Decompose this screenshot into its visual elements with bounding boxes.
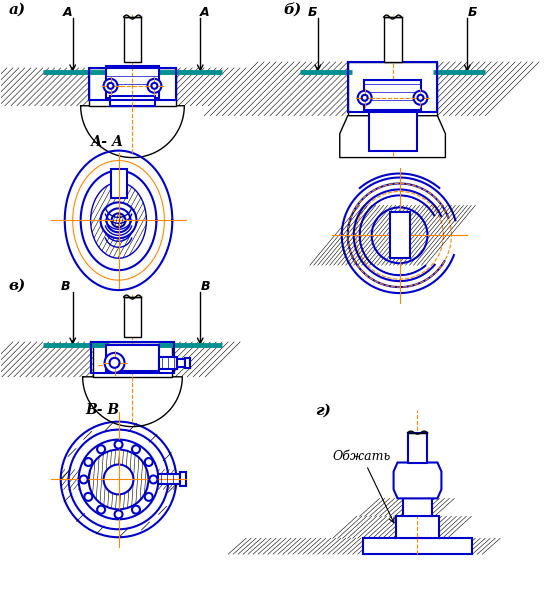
Bar xyxy=(110,96,155,106)
Text: Б- Б: Б- Б xyxy=(355,144,389,158)
Bar xyxy=(348,62,438,116)
Bar xyxy=(124,17,142,62)
Bar xyxy=(396,516,439,538)
Bar xyxy=(362,538,473,554)
Circle shape xyxy=(60,421,177,537)
Polygon shape xyxy=(83,377,183,427)
Circle shape xyxy=(149,476,158,484)
Circle shape xyxy=(132,445,140,453)
Text: в): в) xyxy=(9,279,26,293)
Bar xyxy=(368,111,416,150)
Bar xyxy=(89,68,177,106)
Circle shape xyxy=(101,202,136,238)
Bar xyxy=(90,342,174,373)
Circle shape xyxy=(107,83,113,89)
Circle shape xyxy=(114,510,123,518)
Bar xyxy=(396,516,439,538)
Circle shape xyxy=(358,91,372,105)
Bar xyxy=(364,80,421,110)
Text: Б: Б xyxy=(467,6,477,19)
Circle shape xyxy=(362,95,368,100)
Bar xyxy=(89,68,177,100)
Bar xyxy=(390,213,409,258)
Polygon shape xyxy=(362,197,438,273)
Text: Обжать: Обжать xyxy=(333,449,394,523)
Circle shape xyxy=(114,440,123,449)
Circle shape xyxy=(362,197,438,273)
Circle shape xyxy=(414,91,427,105)
Circle shape xyxy=(107,208,130,232)
Polygon shape xyxy=(340,116,445,158)
Polygon shape xyxy=(65,150,172,290)
Circle shape xyxy=(112,213,125,227)
Bar xyxy=(124,297,142,337)
Circle shape xyxy=(84,458,92,466)
Bar xyxy=(180,473,186,487)
Text: г): г) xyxy=(315,404,331,418)
Text: А: А xyxy=(63,6,72,19)
Bar xyxy=(93,342,172,377)
Text: В- В: В- В xyxy=(86,403,120,417)
Circle shape xyxy=(104,79,118,93)
Text: а): а) xyxy=(9,3,26,17)
Circle shape xyxy=(104,465,134,495)
Text: Б: Б xyxy=(308,6,317,19)
Circle shape xyxy=(132,505,140,513)
Text: А- А: А- А xyxy=(90,135,124,149)
Bar xyxy=(93,342,172,377)
Bar xyxy=(348,62,438,116)
Bar xyxy=(348,62,438,111)
Polygon shape xyxy=(393,462,441,498)
Circle shape xyxy=(97,505,105,513)
Bar xyxy=(159,474,180,484)
Bar xyxy=(403,498,432,516)
Bar xyxy=(111,169,126,199)
Circle shape xyxy=(145,493,153,501)
Text: б): б) xyxy=(283,2,301,17)
Bar xyxy=(362,538,473,554)
Bar xyxy=(89,68,177,106)
Circle shape xyxy=(110,358,119,368)
Bar xyxy=(403,498,432,516)
Text: В: В xyxy=(200,280,210,293)
Circle shape xyxy=(84,493,92,501)
Bar xyxy=(177,359,185,367)
Bar xyxy=(408,432,427,462)
Circle shape xyxy=(97,445,105,453)
Circle shape xyxy=(145,458,153,466)
Bar xyxy=(106,345,159,371)
Bar xyxy=(384,17,402,62)
Text: А: А xyxy=(200,6,210,19)
Polygon shape xyxy=(81,106,184,158)
Circle shape xyxy=(152,83,158,89)
Circle shape xyxy=(105,353,124,373)
Circle shape xyxy=(80,476,88,484)
Bar xyxy=(185,358,190,368)
Circle shape xyxy=(417,95,423,100)
Bar xyxy=(390,213,409,258)
Bar xyxy=(106,66,159,98)
Text: В: В xyxy=(60,280,70,293)
Circle shape xyxy=(78,440,159,519)
Bar xyxy=(159,357,177,369)
Circle shape xyxy=(148,79,161,93)
